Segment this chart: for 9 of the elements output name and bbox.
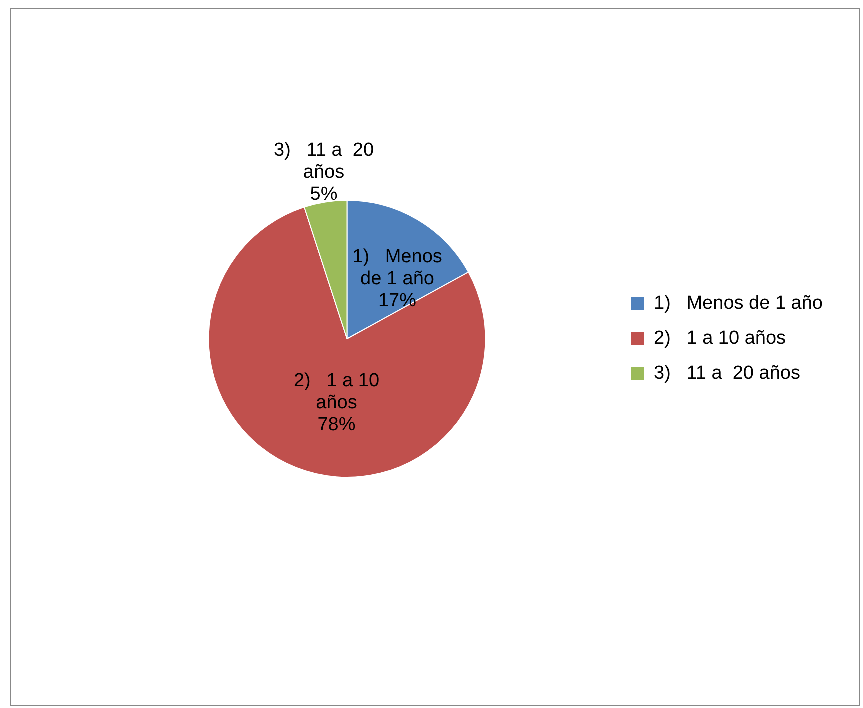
slice-label: 1) Menos de 1 año [352,246,442,290]
data-label: 17% [378,290,417,312]
data-label: 5% [310,184,338,205]
slice-label: 2) 1 a 10 años [294,370,380,414]
legend-label: 1) Menos de 1 año [654,293,824,314]
slice-label: 3) 11 a 20 años [274,140,374,183]
legend-label: 2) 1 a 10 años [654,328,786,350]
data-label: 78% [318,414,356,436]
legend-label: 3) 11 a 20 años [654,363,800,384]
